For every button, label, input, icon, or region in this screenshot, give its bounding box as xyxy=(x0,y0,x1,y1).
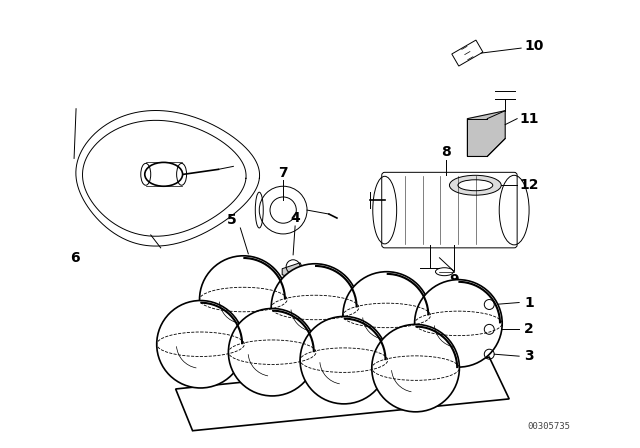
Text: 10: 10 xyxy=(524,39,543,53)
Ellipse shape xyxy=(449,175,501,195)
Text: 1: 1 xyxy=(524,296,534,310)
Polygon shape xyxy=(236,260,263,277)
Text: 6: 6 xyxy=(70,251,80,265)
Polygon shape xyxy=(467,111,505,156)
Ellipse shape xyxy=(458,180,493,191)
Text: 5: 5 xyxy=(227,213,236,227)
Circle shape xyxy=(271,264,359,351)
Text: 7: 7 xyxy=(278,166,288,180)
Text: 2: 2 xyxy=(524,323,534,336)
Circle shape xyxy=(157,301,244,388)
Text: 4: 4 xyxy=(290,211,300,225)
Polygon shape xyxy=(282,263,304,279)
Text: 9: 9 xyxy=(450,273,460,287)
Circle shape xyxy=(343,271,431,359)
Text: 3: 3 xyxy=(524,349,534,363)
Text: 00305735: 00305735 xyxy=(527,422,570,431)
Text: 8: 8 xyxy=(442,146,451,159)
Circle shape xyxy=(372,324,460,412)
Circle shape xyxy=(228,309,316,396)
Circle shape xyxy=(300,316,388,404)
Text: 11: 11 xyxy=(519,112,539,125)
Circle shape xyxy=(415,280,502,367)
Text: 12: 12 xyxy=(519,178,539,192)
Circle shape xyxy=(200,256,287,343)
